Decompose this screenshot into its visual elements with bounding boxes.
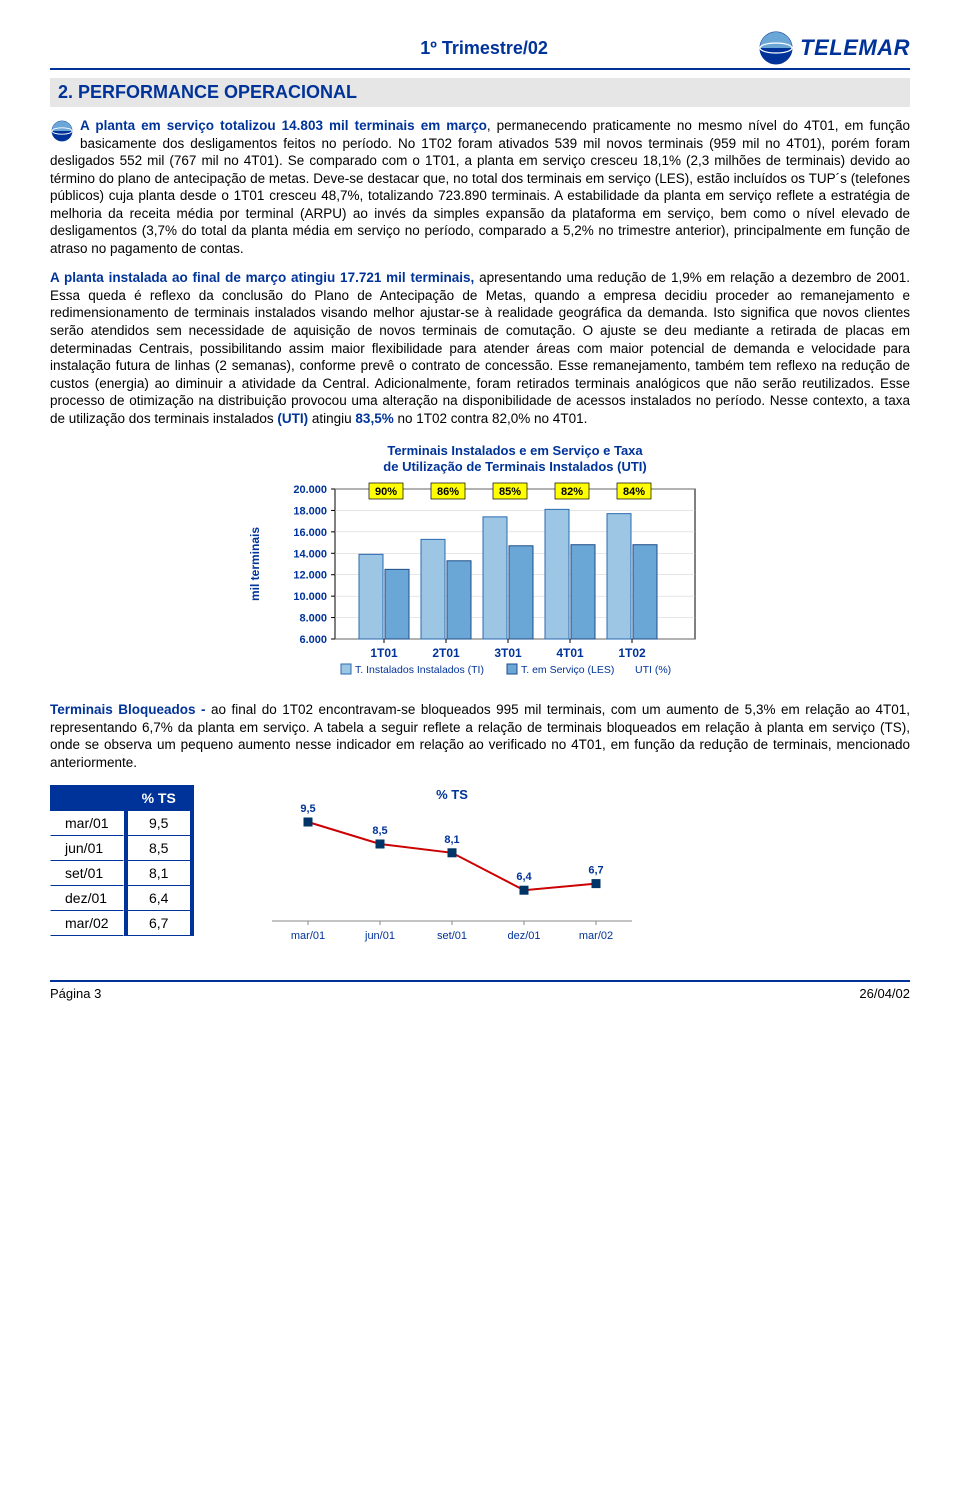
company-logo: TELEMAR [758, 30, 910, 66]
line-chart: % TS mar/01 jun/01 set/01 dez/01 mar/02 9,5 8,5… [254, 785, 650, 947]
paragraph-3: Terminais Bloqueados - ao final do 1T02 … [50, 701, 910, 771]
ts-row-value: 9,5 [124, 811, 194, 836]
para1-lead: A planta em serviço totalizou 14.803 mil… [80, 118, 487, 133]
ts-row-label: jun/01 [50, 836, 124, 861]
ts-table-empty-header [50, 785, 124, 811]
footer-right: 26/04/02 [859, 986, 910, 1001]
svg-text:90%: 90% [375, 486, 397, 498]
ts-row-label: mar/02 [50, 911, 124, 936]
section-title: 2. PERFORMANCE OPERACIONAL [50, 78, 910, 107]
svg-text:mil terminais: mil terminais [248, 527, 262, 601]
paragraph-2: A planta instalada ao final de março ati… [50, 269, 910, 427]
ts-row-value: 8,5 [124, 836, 194, 861]
ts-row-label: set/01 [50, 861, 124, 886]
page-header: 1º Trimestre/02 TELEMAR [50, 30, 910, 66]
ts-row-value: 6,4 [124, 886, 194, 911]
svg-text:6,7: 6,7 [588, 865, 603, 877]
svg-text:1T01: 1T01 [370, 646, 398, 660]
para2-rest2: atingiu [308, 411, 355, 426]
svg-text:3T01: 3T01 [494, 646, 522, 660]
footer-left: Página 3 [50, 986, 101, 1001]
svg-text:mar/01: mar/01 [291, 930, 325, 942]
para2-lead: A planta instalada ao final de março ati… [50, 270, 474, 285]
ts-table: % TS mar/019,5jun/018,5set/018,1dez/016,… [50, 785, 194, 936]
svg-text:14.000: 14.000 [293, 549, 327, 561]
svg-text:set/01: set/01 [437, 930, 467, 942]
svg-text:8,1: 8,1 [444, 834, 459, 846]
logo-text: TELEMAR [800, 35, 910, 61]
header-rule [50, 68, 910, 70]
ts-table-header: % TS [124, 785, 194, 811]
svg-text:18.000: 18.000 [293, 506, 327, 518]
svg-text:8.000: 8.000 [299, 613, 327, 625]
para1-rest: , permanecendo praticamente no mesmo nív… [50, 118, 910, 256]
svg-text:T. Instalados Instalados (TI): T. Instalados Instalados (TI) [355, 664, 484, 676]
ts-row-label: dez/01 [50, 886, 124, 911]
para2-rest3: no 1T02 contra 82,0% no 4T01. [394, 411, 588, 426]
svg-text:9,5: 9,5 [300, 803, 315, 815]
svg-text:8,5: 8,5 [372, 825, 387, 837]
svg-text:84%: 84% [623, 486, 645, 498]
svg-text:T. em Serviço (LES): T. em Serviço (LES) [521, 664, 614, 676]
svg-text:% TS: % TS [436, 787, 468, 802]
svg-text:6,4: 6,4 [516, 872, 532, 884]
svg-text:16.000: 16.000 [293, 527, 327, 539]
ts-row-value: 8,1 [124, 861, 194, 886]
globe-icon [758, 30, 794, 66]
svg-text:1T02: 1T02 [618, 646, 646, 660]
page-title: 1º Trimestre/02 [210, 38, 758, 59]
svg-text:20.000: 20.000 [293, 484, 327, 496]
svg-text:jun/01: jun/01 [364, 930, 395, 942]
svg-text:Terminais Instalados e em Serv: Terminais Instalados e em Serviço e Taxa [387, 443, 643, 458]
svg-text:UTI (%): UTI (%) [635, 664, 671, 676]
paragraph-1: A planta em serviço totalizou 14.803 mil… [50, 117, 910, 257]
svg-text:dez/01: dez/01 [507, 930, 540, 942]
para3-lead: Terminais Bloqueados - [50, 702, 206, 717]
ts-row-value: 6,7 [124, 911, 194, 936]
ts-row: % TS mar/019,5jun/018,5set/018,1dez/016,… [50, 785, 910, 950]
svg-text:82%: 82% [561, 486, 583, 498]
bar-chart: Terminais Instalados e em Serviço e Taxa… [245, 441, 715, 687]
bar-chart-block: Terminais Instalados e em Serviço e Taxa… [50, 441, 910, 687]
svg-text:de Utilização de Terminais Ins: de Utilização de Terminais Instalados (U… [383, 459, 646, 474]
para2-uti-label: (UTI) [277, 411, 308, 426]
svg-text:mar/02: mar/02 [579, 930, 613, 942]
svg-text:10.000: 10.000 [293, 591, 327, 603]
page-footer: Página 3 26/04/02 [50, 982, 910, 1005]
para2-rest: apresentando uma redução de 1,9% em rela… [50, 270, 910, 425]
svg-text:12.000: 12.000 [293, 570, 327, 582]
svg-text:86%: 86% [437, 486, 459, 498]
svg-text:6.000: 6.000 [299, 634, 327, 646]
para2-uti-val: 83,5% [355, 411, 393, 426]
bullet-globe-icon [50, 119, 74, 143]
svg-text:85%: 85% [499, 486, 521, 498]
svg-text:2T01: 2T01 [432, 646, 460, 660]
svg-text:4T01: 4T01 [556, 646, 584, 660]
ts-row-label: mar/01 [50, 811, 124, 836]
